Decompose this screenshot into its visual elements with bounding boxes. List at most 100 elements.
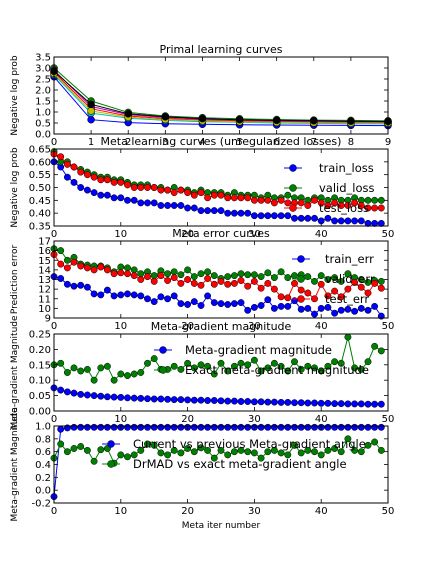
data-point xyxy=(150,395,158,403)
data-point xyxy=(217,191,225,199)
data-point xyxy=(264,423,272,431)
data-point xyxy=(210,272,218,280)
data-point xyxy=(311,423,318,431)
data-point xyxy=(270,398,278,406)
data-point xyxy=(371,342,379,350)
data-point xyxy=(77,168,85,176)
data-point xyxy=(137,394,145,402)
data-point xyxy=(198,114,207,123)
data-point xyxy=(224,209,232,217)
data-point xyxy=(110,178,118,186)
x-tick-label: 4 xyxy=(199,137,205,148)
data-point xyxy=(144,273,151,281)
legend-label: DrMAD vs exact meta-gradient angle xyxy=(133,457,347,471)
data-point xyxy=(224,280,232,288)
data-point xyxy=(344,202,352,209)
data-point xyxy=(244,209,252,217)
data-point xyxy=(137,446,145,454)
data-point xyxy=(257,284,265,292)
y-tick-label: 3.5 xyxy=(35,53,51,64)
data-point xyxy=(150,355,158,363)
series-train-err xyxy=(50,273,385,320)
series-line-3 xyxy=(50,68,392,127)
y-axis-label: Meta-gradient Magnitude xyxy=(10,407,20,522)
data-point xyxy=(97,446,105,454)
data-point xyxy=(63,264,71,272)
data-point xyxy=(297,449,305,457)
data-point xyxy=(144,199,151,207)
data-point xyxy=(77,390,85,398)
series-line-2 xyxy=(50,64,392,125)
data-point xyxy=(264,279,272,287)
data-point xyxy=(110,423,118,431)
data-point xyxy=(224,451,232,459)
data-point xyxy=(103,266,111,274)
data-point xyxy=(130,272,138,280)
data-point xyxy=(344,217,352,225)
data-point xyxy=(304,399,312,407)
data-point xyxy=(87,115,95,124)
series-line-5 xyxy=(50,66,392,126)
x-tick-label: 1 xyxy=(88,137,94,148)
data-point xyxy=(357,423,365,431)
data-point xyxy=(184,396,192,404)
data-point xyxy=(177,186,185,194)
data-point xyxy=(377,400,385,408)
data-point xyxy=(230,362,238,370)
y-tick-label: 0.35 xyxy=(29,222,51,233)
data-point xyxy=(264,296,272,304)
legend: Meta-gradient magnitude Exact meta-gradie… xyxy=(154,343,369,377)
y-tick-label: 2.0 xyxy=(35,86,51,97)
data-point xyxy=(170,423,178,431)
y-tick-label: 0.0 xyxy=(35,130,51,141)
data-point xyxy=(170,268,178,276)
data-point xyxy=(117,291,125,299)
data-point xyxy=(117,370,125,378)
data-point xyxy=(110,292,118,300)
data-point xyxy=(235,115,244,124)
data-point xyxy=(257,423,265,431)
legend: Current vs previous Meta-gradient angle D… xyxy=(102,437,366,471)
legend-marker xyxy=(159,366,167,374)
x-tick-label: 30 xyxy=(248,229,261,240)
data-point xyxy=(291,423,298,431)
data-point xyxy=(324,362,332,370)
data-point xyxy=(57,440,65,448)
legend-marker xyxy=(297,255,305,263)
data-point xyxy=(357,448,365,456)
data-point xyxy=(210,207,218,215)
data-point xyxy=(244,361,252,369)
legend-label: train_loss xyxy=(319,161,374,175)
data-point xyxy=(164,270,172,278)
y-tick-label: 17 xyxy=(38,237,51,248)
data-point xyxy=(351,217,359,225)
data-point xyxy=(157,423,165,431)
data-point xyxy=(103,393,111,401)
y-tick-label: 0.10 xyxy=(29,376,51,387)
data-point xyxy=(70,282,78,290)
data-point xyxy=(197,396,205,404)
y-axis-label: Negative log prob xyxy=(10,147,20,228)
data-point xyxy=(63,388,71,396)
series-line xyxy=(53,67,389,122)
data-point xyxy=(371,219,379,227)
data-point xyxy=(150,199,158,207)
data-point xyxy=(230,448,238,456)
data-point xyxy=(337,293,345,301)
data-point xyxy=(324,423,332,431)
x-tick-label: 40 xyxy=(315,321,328,332)
data-point xyxy=(250,212,258,220)
data-point xyxy=(144,295,151,303)
data-point xyxy=(83,365,91,373)
data-point xyxy=(337,277,345,285)
data-point xyxy=(310,117,318,125)
y-tick-label: 0.4 xyxy=(35,460,51,471)
legend-label: Meta-gradient magnitude xyxy=(185,343,332,357)
data-point xyxy=(103,423,111,431)
legend-marker xyxy=(159,346,167,354)
data-point xyxy=(184,445,192,452)
x-tick-label: 3 xyxy=(162,137,168,148)
data-point xyxy=(244,282,252,290)
data-point xyxy=(124,290,131,298)
